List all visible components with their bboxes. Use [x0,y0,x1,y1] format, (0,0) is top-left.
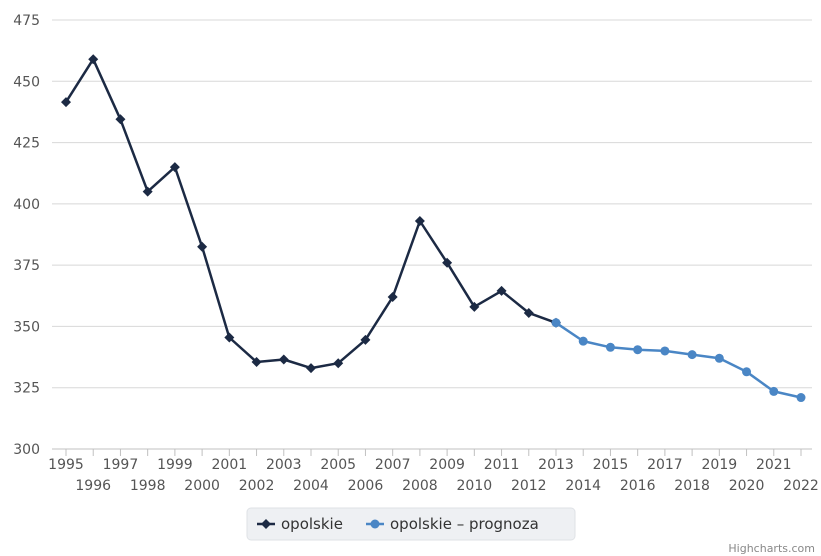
series-1[interactable] [551,318,806,403]
data-point-2014[interactable] [578,336,588,346]
x-tick-label-2011: 2011 [484,457,520,473]
legend-marker-0 [261,519,271,529]
x-tick-label-2019: 2019 [702,457,738,473]
x-tick-label-2002: 2002 [239,478,275,494]
x-tick-label-2005: 2005 [320,457,356,473]
data-point-2008[interactable] [414,216,425,227]
y-tick-label-375: 375 [13,258,40,274]
data-point-2012[interactable] [523,307,534,318]
data-point-2020[interactable] [742,367,752,377]
data-point-1999[interactable] [169,162,180,173]
series-layer [61,54,806,403]
series-line-0[interactable] [64,57,557,370]
data-point-1995[interactable] [61,97,71,108]
x-tick-label-2009: 2009 [429,457,465,473]
legend-marker-1 [370,519,380,529]
data-point-2009[interactable] [442,257,453,268]
x-tick-label-2020: 2020 [729,478,765,494]
x-tick-label-2013: 2013 [538,457,574,473]
y-tick-label-400: 400 [13,197,40,213]
y-tick-label-300: 300 [13,442,40,458]
data-point-2011[interactable] [496,285,507,296]
series-0[interactable] [61,54,561,374]
credits-text[interactable]: Highcharts.com [728,542,815,555]
data-point-2001[interactable] [224,332,235,343]
data-point-1997[interactable] [115,114,126,125]
y-tick-label-350: 350 [13,319,40,335]
x-tick-label-2010: 2010 [457,478,493,494]
x-tick-label-2016: 2016 [620,478,656,494]
data-point-1996[interactable] [88,54,99,65]
x-tick-label-2000: 2000 [184,478,220,494]
data-point-2007[interactable] [387,292,398,303]
data-point-2005[interactable] [333,358,344,369]
x-tick-label-1997: 1997 [103,457,139,473]
x-tick-label-2015: 2015 [593,457,629,473]
legend-item-1[interactable]: opolskie – prognoza [366,515,539,533]
data-point-2013[interactable] [551,318,561,328]
x-tick-label-2014: 2014 [565,478,601,494]
data-point-2015[interactable] [605,342,615,352]
data-point-2006[interactable] [360,334,371,345]
x-tick-label-2004: 2004 [293,478,329,494]
y-tick-label-475: 475 [13,13,40,29]
data-point-2016[interactable] [633,345,643,355]
data-point-2021[interactable] [769,386,779,396]
x-tick-label-2003: 2003 [266,457,302,473]
x-tick-label-2017: 2017 [647,457,683,473]
legend[interactable]: opolskie opolskie – prognoza [246,507,576,541]
legend-label-0: opolskie [281,515,343,533]
data-point-2003[interactable] [278,354,289,365]
data-point-2019[interactable] [714,353,724,363]
y-tick-label-425: 425 [13,136,40,152]
x-tick-label-1999: 1999 [157,457,193,473]
legend-item-0[interactable]: opolskie [257,515,343,533]
data-point-1998[interactable] [142,186,153,197]
series-line-1[interactable] [555,321,802,399]
x-axis: 1995 1996 1997 1998 1999 2000 2001 2002 2003 2004… [48,449,819,494]
grid-lines [52,19,812,450]
legend-box [246,507,576,541]
y-tick-label-450: 450 [13,74,40,90]
x-tick-label-2001: 2001 [212,457,248,473]
x-tick-label-2006: 2006 [348,478,384,494]
data-point-2004[interactable] [306,363,316,374]
x-tick-label-2007: 2007 [375,457,411,473]
x-tick-label-2008: 2008 [402,478,438,494]
x-tick-label-2018: 2018 [674,478,710,494]
y-axis-labels: 300 325 350 375 400 425 450 475 [13,13,40,458]
x-tick-label-1996: 1996 [75,478,111,494]
data-point-2010[interactable] [469,301,480,312]
x-tick-label-2021: 2021 [756,457,792,473]
data-point-2018[interactable] [687,350,697,360]
x-tick-label-1995: 1995 [48,457,84,473]
data-point-2022[interactable] [796,393,806,403]
data-point-2002[interactable] [251,356,262,367]
x-tick-label-2022: 2022 [783,478,819,494]
x-tick-label-1998: 1998 [130,478,166,494]
y-tick-label-325: 325 [13,381,40,397]
legend-label-1: opolskie – prognoza [390,515,539,533]
x-tick-label-2012: 2012 [511,478,547,494]
data-point-2017[interactable] [660,346,670,356]
data-point-2000[interactable] [197,241,208,252]
